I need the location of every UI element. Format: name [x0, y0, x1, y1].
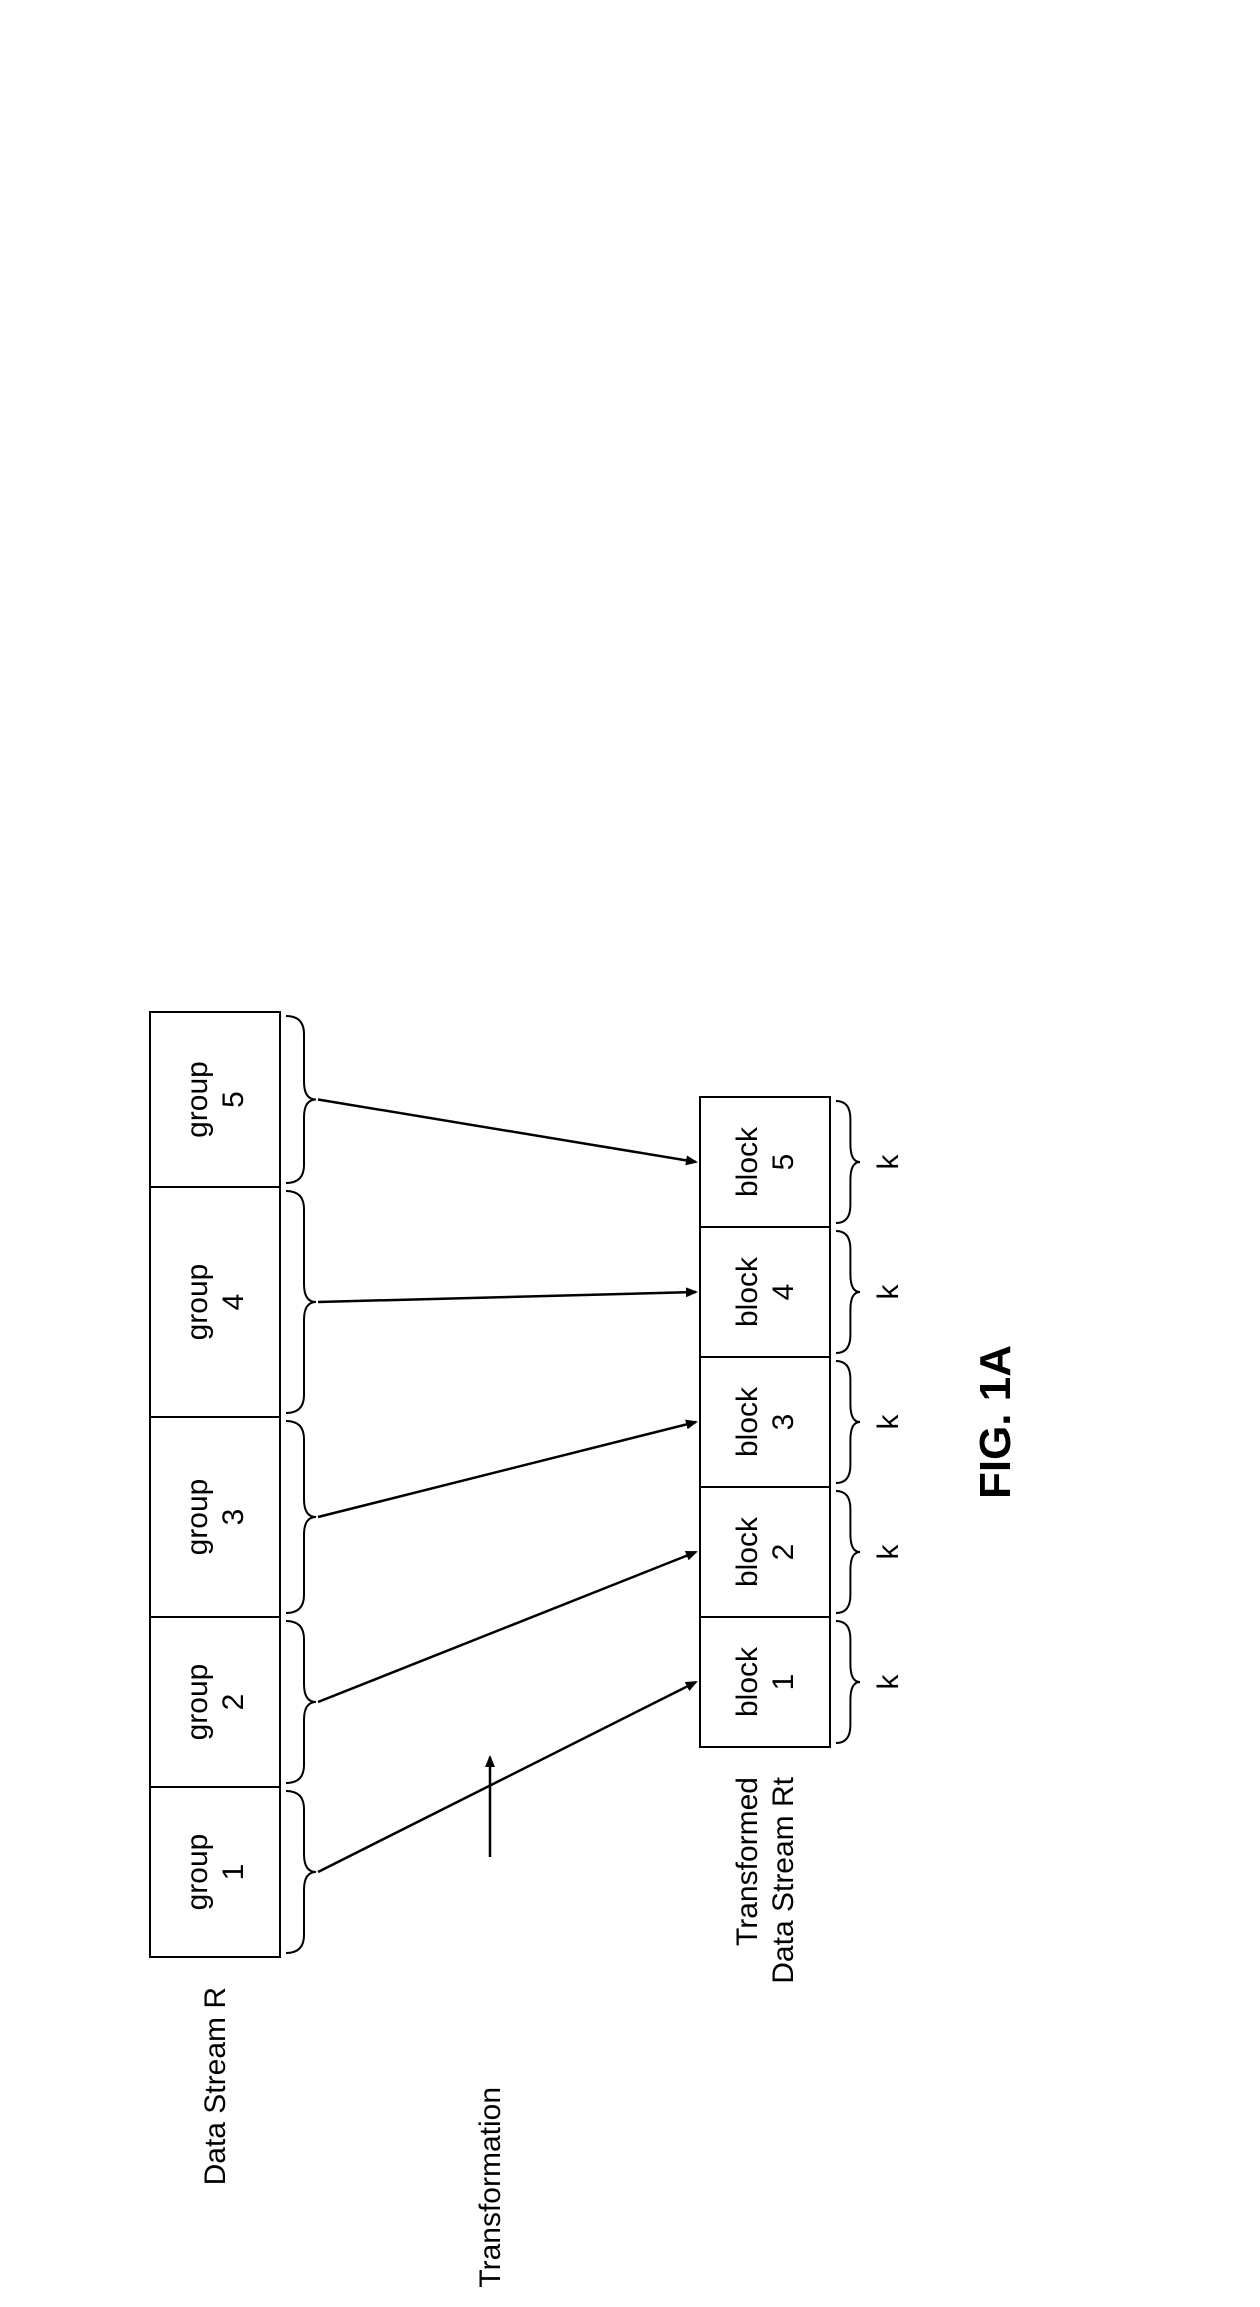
svg-text:block: block — [731, 1126, 764, 1197]
svg-text:Transformation: Transformation — [474, 2087, 507, 2288]
svg-text:k: k — [872, 1544, 905, 1560]
svg-text:1: 1 — [767, 1674, 800, 1691]
svg-text:block: block — [731, 1256, 764, 1327]
svg-text:Data Stream Rt: Data Stream Rt — [767, 1776, 800, 1983]
svg-text:k: k — [872, 1154, 905, 1170]
svg-text:block: block — [731, 1646, 764, 1717]
svg-text:1: 1 — [217, 1864, 250, 1881]
svg-text:group: group — [181, 1061, 214, 1138]
svg-text:5: 5 — [217, 1091, 250, 1108]
svg-text:Transformed: Transformed — [731, 1777, 764, 1946]
svg-text:4: 4 — [217, 1294, 250, 1311]
svg-text:group: group — [181, 1664, 214, 1741]
svg-text:FIG. 1A: FIG. 1A — [971, 1345, 1020, 1499]
svg-text:k: k — [872, 1674, 905, 1690]
svg-text:Data Stream R: Data Stream R — [199, 1987, 232, 2185]
svg-text:group: group — [181, 1479, 214, 1556]
svg-text:2: 2 — [217, 1694, 250, 1711]
svg-text:3: 3 — [217, 1509, 250, 1526]
svg-text:k: k — [872, 1284, 905, 1300]
svg-text:4: 4 — [767, 1284, 800, 1301]
svg-text:3: 3 — [767, 1414, 800, 1431]
svg-text:block: block — [731, 1386, 764, 1457]
svg-text:5: 5 — [767, 1154, 800, 1171]
svg-text:block: block — [731, 1516, 764, 1587]
svg-text:2: 2 — [767, 1544, 800, 1561]
svg-text:group: group — [181, 1834, 214, 1911]
svg-text:k: k — [872, 1414, 905, 1430]
svg-text:group: group — [181, 1264, 214, 1341]
